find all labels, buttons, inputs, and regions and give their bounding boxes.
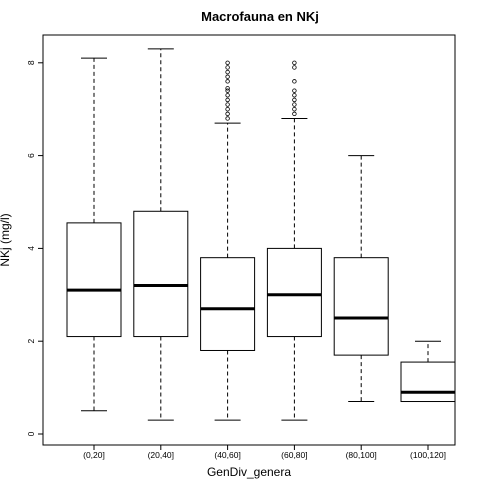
outlier-point: [225, 60, 230, 65]
outlier-point: [225, 116, 230, 121]
outlier-point: [225, 69, 230, 75]
box-iqr: [333, 257, 389, 356]
box-iqr: [66, 222, 122, 338]
y-tick-label: 8: [26, 60, 36, 65]
outlier-point: [225, 65, 230, 70]
outlier-point: [292, 111, 297, 117]
outlier-point: [292, 88, 297, 93]
boxes-layer: [66, 48, 456, 421]
box-group: [133, 48, 189, 421]
outlier-point: [292, 102, 297, 107]
y-axis-label: NKj (mg/l): [0, 213, 12, 266]
outlier-point: [225, 86, 230, 91]
box-iqr: [266, 247, 322, 338]
x-axis-label: GenDiv_genera: [207, 465, 291, 479]
y-axis: 0 2 4 6 8: [26, 60, 43, 436]
outlier-point: [292, 93, 297, 98]
box-group: [400, 340, 456, 403]
outlier-point: [225, 88, 230, 93]
plot-frame: [42, 34, 456, 446]
x-tick-label: (80,100]: [346, 450, 377, 460]
y-tick-label: 4: [26, 246, 36, 251]
box-iqr: [133, 210, 189, 338]
y-tick-label: 6: [26, 153, 36, 158]
x-tick-label: (0,20]: [83, 450, 105, 460]
x-tick-label: (60,80]: [281, 450, 307, 460]
outlier-point: [292, 65, 297, 70]
outlier-point: [225, 74, 230, 79]
outlier-point: [225, 79, 230, 84]
box-group: [266, 60, 322, 421]
box-iqr: [400, 361, 456, 403]
y-tick-label: 0: [26, 431, 36, 436]
x-tick-label: (40,60]: [214, 450, 240, 460]
outlier-point: [292, 79, 297, 84]
outlier-point: [225, 102, 230, 107]
x-tick-label: (20,40]: [148, 450, 174, 460]
x-axis: (0,20] (20,40] (40,60] (60,80] (80,100] (100,…: [83, 445, 446, 460]
outlier-point: [225, 97, 230, 103]
outlier-point: [292, 106, 297, 112]
x-tick-label: (100,120]: [410, 450, 446, 460]
box-group: [66, 57, 122, 412]
y-tick-label: 2: [26, 339, 36, 344]
box-iqr: [200, 257, 256, 351]
outlier-point: [292, 97, 297, 103]
outlier-point: [225, 106, 230, 112]
chart-title: Macrofauna en NKj: [201, 9, 319, 24]
box-group: [333, 155, 389, 403]
outlier-point: [225, 93, 230, 98]
outlier-point: [225, 111, 230, 117]
outlier-point: [292, 60, 297, 65]
box-group: [200, 60, 256, 421]
